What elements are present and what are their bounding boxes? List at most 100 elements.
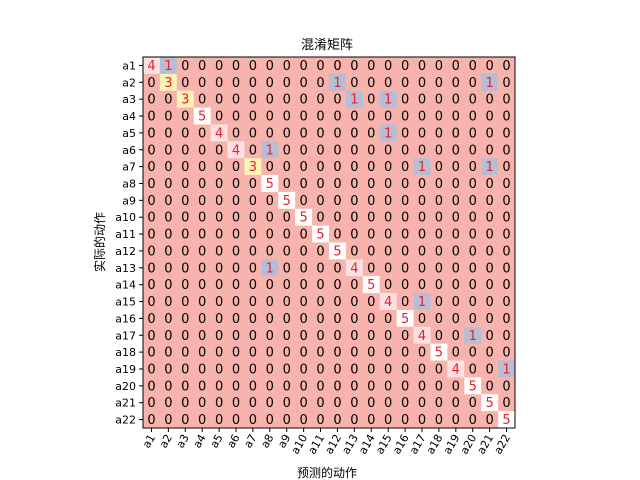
heatmap-cell <box>261 360 279 378</box>
heatmap-cell <box>295 309 313 328</box>
cell-value-label: 0 <box>333 228 341 243</box>
cell-value-label: 0 <box>469 177 477 192</box>
cell-value-label: 0 <box>164 295 172 310</box>
cell-value-label: 5 <box>502 413 510 428</box>
heatmap-cell <box>193 158 212 176</box>
cell-value-label: 0 <box>232 362 240 377</box>
heatmap-cell <box>176 158 195 176</box>
cell-value-label: 0 <box>299 329 307 344</box>
heatmap-cell <box>244 293 262 311</box>
heatmap-cell <box>295 107 313 125</box>
cell-value-label: 0 <box>350 379 358 394</box>
heatmap-cell <box>413 57 431 75</box>
cell-value-label: 0 <box>418 312 426 327</box>
cell-value-label: 0 <box>401 143 409 158</box>
cell-value-label: 0 <box>333 362 341 377</box>
cell-value-label: 0 <box>418 362 426 377</box>
cell-value-label: 1 <box>350 93 358 108</box>
cell-value-label: 1 <box>469 329 477 344</box>
cell-value-label: 0 <box>316 126 324 141</box>
heatmap-cell <box>396 360 414 378</box>
cell-value-label: 0 <box>452 143 460 158</box>
y-tick-label: a2 <box>122 76 136 89</box>
heatmap-cell <box>261 242 279 260</box>
heatmap-cell <box>159 309 178 328</box>
y-tick-label: a12 <box>115 245 136 258</box>
x-tick-label: a8 <box>258 432 276 450</box>
heatmap-cell <box>345 73 364 92</box>
cell-value-label: 0 <box>502 126 510 141</box>
cell-value-label: 0 <box>333 413 341 428</box>
heatmap-cell <box>312 175 330 193</box>
cell-value-label: 0 <box>485 194 493 209</box>
heatmap-cell <box>362 276 381 294</box>
cell-value-label: 0 <box>249 177 257 192</box>
heatmap-cell <box>261 107 279 125</box>
cell-value-label: 0 <box>181 346 189 361</box>
heatmap-cell <box>481 377 499 395</box>
x-tick-label: a17 <box>407 432 429 456</box>
heatmap-cell <box>430 73 448 92</box>
cell-value-label: 0 <box>316 143 324 158</box>
heatmap-cell <box>447 360 465 378</box>
cell-value-label: 0 <box>266 110 274 125</box>
heatmap-cell <box>464 175 482 193</box>
heatmap-cell <box>143 394 161 412</box>
heatmap-cell <box>244 90 262 108</box>
heatmap-cell <box>193 73 212 92</box>
heatmap-cell <box>464 73 482 92</box>
heatmap-cell <box>295 377 313 395</box>
cell-value-label: 0 <box>164 379 172 394</box>
cell-value-label: 0 <box>266 413 274 428</box>
heatmap-cell <box>379 175 398 193</box>
heatmap-cell <box>295 73 313 92</box>
heatmap-cell <box>244 107 262 125</box>
cell-value-label: 0 <box>283 228 291 243</box>
cell-value-label: 0 <box>299 93 307 108</box>
cell-value-label: 0 <box>215 379 223 394</box>
cell-value-label: 5 <box>316 228 324 243</box>
cell-value-label: 0 <box>232 278 240 293</box>
x-tick-label: a20 <box>458 432 480 456</box>
cell-value-label: 0 <box>350 413 358 428</box>
heatmap-cell <box>278 73 296 92</box>
heatmap-cell <box>244 377 262 395</box>
cell-value-label: 0 <box>198 413 206 428</box>
heatmap-cell <box>379 141 398 159</box>
cell-value-label: 0 <box>350 211 358 226</box>
heatmap-cell <box>312 107 330 125</box>
cell-value-label: 0 <box>198 396 206 411</box>
heatmap-cell <box>210 175 228 193</box>
heatmap-cell <box>261 309 279 328</box>
heatmap-cell <box>498 394 516 412</box>
heatmap-cell <box>329 394 347 412</box>
cell-value-label: 0 <box>384 59 392 74</box>
heatmap-cell <box>362 90 381 108</box>
cell-value-label: 0 <box>181 329 189 344</box>
cell-value-label: 1 <box>384 126 392 141</box>
heatmap-cell <box>261 343 279 361</box>
heatmap-cell <box>345 377 364 395</box>
cell-value-label: 0 <box>181 76 189 91</box>
x-tick-label: a16 <box>390 432 412 456</box>
heatmap-cell <box>261 158 279 176</box>
heatmap-cell <box>464 191 482 210</box>
cell-value-label: 0 <box>367 160 375 175</box>
cell-value-label: 0 <box>401 396 409 411</box>
heatmap-cell <box>210 124 228 142</box>
heatmap-cell <box>143 107 161 125</box>
cell-value-label: 0 <box>198 76 206 91</box>
cell-value-label: 0 <box>249 396 257 411</box>
x-tick-label: a3 <box>174 432 192 450</box>
heatmap-cell <box>498 208 516 227</box>
heatmap-cell <box>329 107 347 125</box>
cell-value-label: 0 <box>249 261 257 276</box>
heatmap-cell <box>227 411 245 429</box>
heatmap-cell <box>210 90 228 108</box>
cell-value-label: 0 <box>418 228 426 243</box>
cell-value-label: 0 <box>198 194 206 209</box>
cell-value-label: 1 <box>164 59 172 74</box>
cell-value-label: 0 <box>181 278 189 293</box>
cell-value-label: 0 <box>283 211 291 226</box>
cell-value-label: 0 <box>418 93 426 108</box>
